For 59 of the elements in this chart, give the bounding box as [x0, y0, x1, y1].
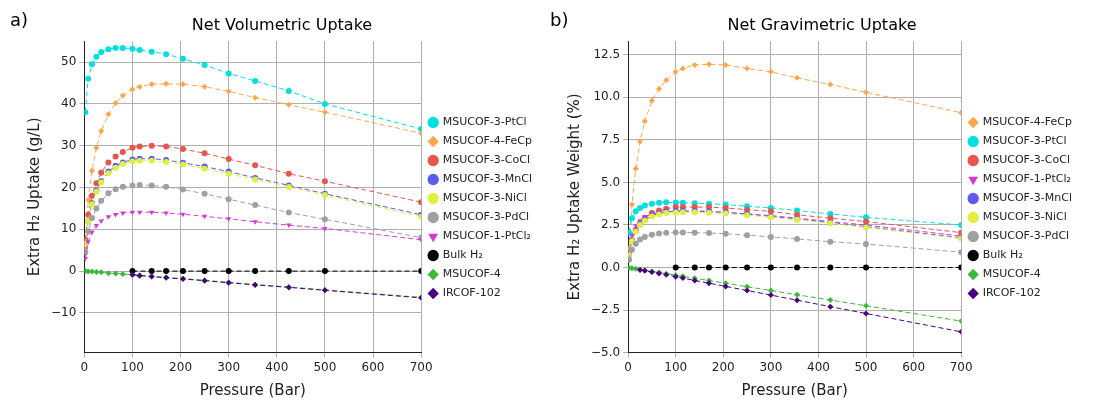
legend-label: MSUCOF-3-CoCl	[442, 153, 530, 167]
x-tick-label: 500	[313, 359, 337, 374]
x-tick-label: 100	[120, 359, 144, 374]
x-tick-label: 300	[217, 359, 241, 374]
legend-label: IRCOF-102	[982, 286, 1041, 300]
y-tick-label: 50	[61, 54, 77, 69]
chart-title: Net Volumetric Uptake	[191, 14, 373, 34]
y-tick-label: 10.0	[593, 89, 621, 104]
y-tick-label: 20	[61, 179, 77, 194]
x-tick-label: 600	[902, 359, 926, 374]
x-tick-label: 300	[759, 359, 783, 374]
legend-label: MSUCOF-3-CoCl	[982, 153, 1070, 167]
legend-label: MSUCOF-3-NiCl	[442, 191, 527, 205]
x-tick-label: 600	[361, 359, 385, 374]
y-tick-label: 0.0	[601, 259, 621, 274]
legend-label: MSUCOF-3-PtCl	[442, 115, 527, 129]
y-axis-title: Extra H₂ Uptake (g/L)	[24, 117, 43, 277]
y-tick-label: 10	[61, 221, 77, 236]
x-axis-title: Pressure (Bar)	[199, 380, 306, 399]
legend-label: Bulk H₂	[982, 248, 1023, 262]
text: a)	[10, 8, 29, 30]
y-tick-label: −2.5	[591, 302, 621, 317]
legend-label: MSUCOF-4-FeCp	[982, 115, 1072, 129]
legend-label: MSUCOF-3-MnCl	[442, 172, 532, 186]
x-tick-label: 100	[664, 359, 688, 374]
y-tick-label: −10	[51, 305, 77, 320]
x-tick-label: 700	[949, 359, 973, 374]
x-tick-label: 0	[624, 359, 632, 374]
x-tick-label: 400	[806, 359, 830, 374]
legend-label: MSUCOF-1-PtCl₂	[442, 229, 531, 243]
legend-label: MSUCOF-3-PtCl	[982, 134, 1067, 148]
legend-label: MSUCOF-4	[982, 267, 1041, 281]
legend-label: MSUCOF-4-FeCp	[442, 134, 532, 148]
y-tick-label: 30	[61, 137, 77, 152]
y-tick-label: 40	[61, 96, 77, 111]
legend-label: MSUCOF-3-PdCl	[442, 210, 530, 224]
y-tick-label: 7.5	[601, 132, 621, 147]
x-tick-label: 200	[711, 359, 735, 374]
x-tick-label: 500	[854, 359, 878, 374]
legend-label: IRCOF-102	[442, 286, 501, 300]
legend-label: MSUCOF-3-MnCl	[982, 191, 1072, 205]
y-tick-label: 0	[68, 263, 77, 278]
y-tick-label: 2.5	[601, 217, 621, 232]
legend-label: MSUCOF-3-PdCl	[982, 229, 1070, 243]
x-axis-title: Pressure (Bar)	[741, 380, 848, 399]
chart-title: Net Gravimetric Uptake	[727, 14, 917, 34]
x-tick-label: 700	[409, 359, 433, 374]
x-tick-label: 200	[169, 359, 193, 374]
text: b)	[550, 8, 569, 30]
y-axis-title: Extra H₂ Uptake Weight (%)	[564, 93, 583, 301]
y-tick-label: 5.0	[601, 174, 621, 189]
x-tick-label: 400	[265, 359, 289, 374]
legend-label: Bulk H₂	[442, 248, 483, 262]
legend-label: MSUCOF-4	[442, 267, 501, 281]
legend-label: MSUCOF-1-PtCl₂	[982, 172, 1071, 186]
y-tick-label: −5.0	[591, 344, 621, 359]
x-tick-label: 0	[80, 359, 89, 374]
legend-label: MSUCOF-3-NiCl	[982, 210, 1067, 224]
y-tick-label: 12.5	[593, 46, 621, 61]
